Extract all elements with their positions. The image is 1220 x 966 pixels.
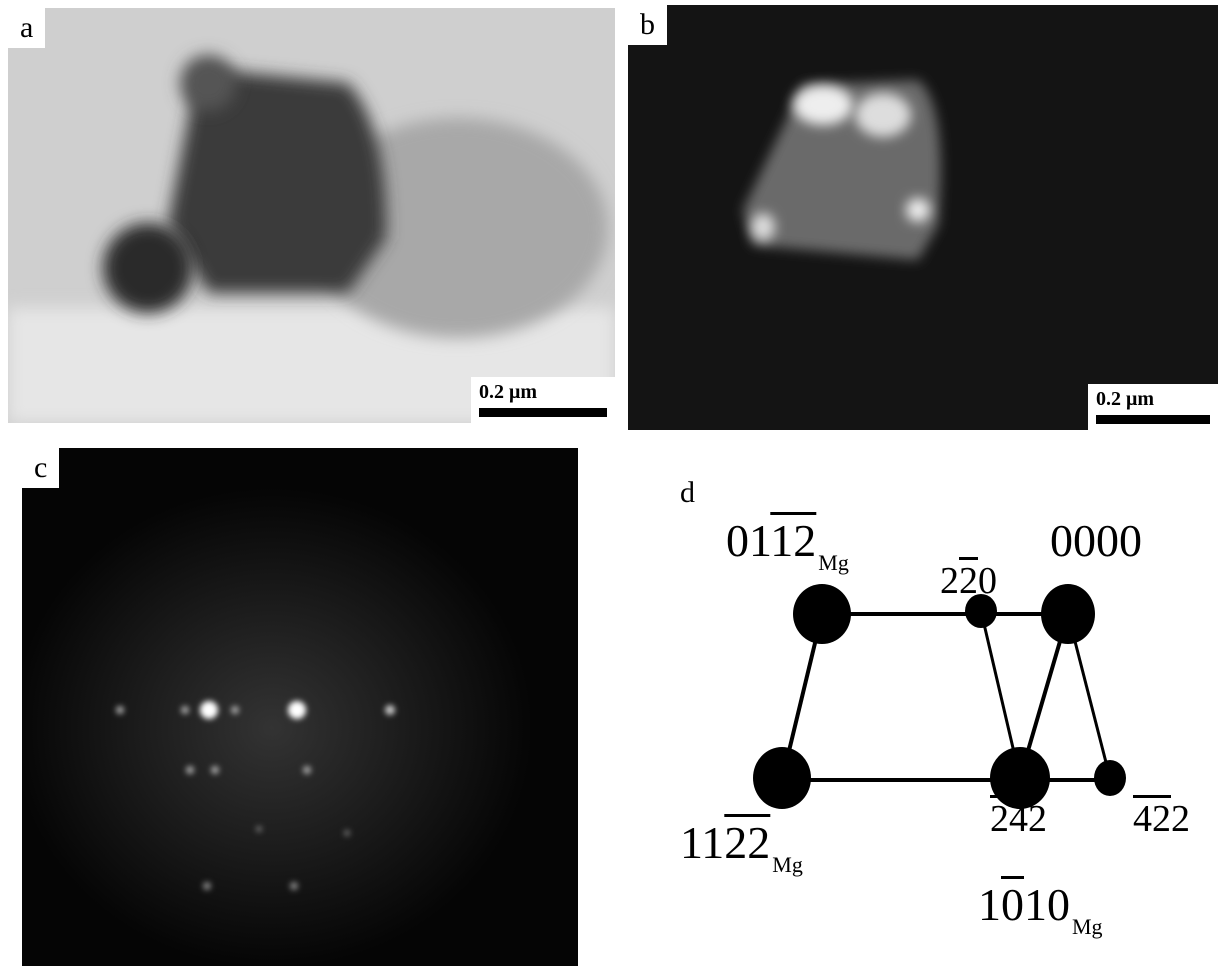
index-label: 0000	[1050, 518, 1142, 564]
index-digits: 2	[1028, 798, 1047, 840]
index-digits: 0000	[1050, 515, 1142, 566]
index-digits: 12	[770, 515, 816, 566]
subscript: Mg	[1072, 914, 1103, 939]
index-digits: 0	[978, 560, 997, 602]
index-digits: 2	[959, 560, 978, 602]
index-digits: 1	[978, 879, 1001, 930]
subscript: Mg	[818, 550, 849, 575]
index-digits: 01	[726, 515, 770, 566]
index-digits: 42	[1133, 798, 1171, 840]
index-label: 422	[1133, 800, 1190, 838]
subscript: Mg	[772, 852, 803, 877]
index-digits: 10	[1024, 879, 1070, 930]
index-digits: 2	[1171, 798, 1190, 840]
index-label: 0112Mg	[726, 518, 849, 574]
index-digits: 0	[1001, 879, 1024, 930]
index-digits: 24	[990, 798, 1028, 840]
index-label: 242	[990, 800, 1047, 838]
index-label: 1010Mg	[978, 882, 1103, 938]
index-digits: 2	[940, 560, 959, 602]
index-label: 220	[940, 562, 997, 600]
index-digits: 22	[724, 817, 770, 868]
index-digits: 11	[680, 817, 724, 868]
index-label: 1122Mg	[680, 820, 803, 876]
figure: a 0.2 μm b 0.2 μm c d 0112Mg22000001122M…	[0, 0, 1220, 966]
